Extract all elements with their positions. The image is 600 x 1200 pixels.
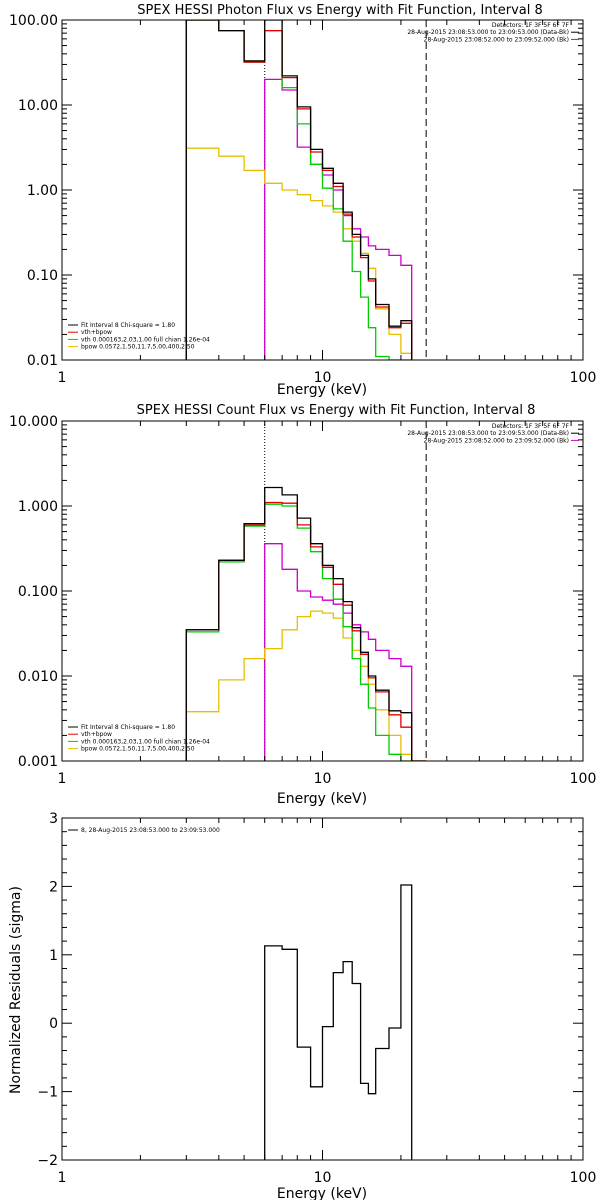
residuals-legend-label: 8, 28-Aug-2015 23:08:53.000 to 23:09:53.… xyxy=(81,827,220,834)
photon-y-tick-label: 1.00 xyxy=(27,183,58,199)
count-series-bk xyxy=(264,543,413,761)
photon-x-tick-label: 1 xyxy=(58,370,67,386)
residuals-y-tick-label: 2 xyxy=(49,879,58,895)
photon-legend-label: Fit Interval 8 Chi-square = 1.80 xyxy=(81,322,175,329)
residuals-plot-area xyxy=(264,884,413,1160)
count-x-tick-label: 1 xyxy=(58,771,67,787)
count-y-tick-label: 10.000 xyxy=(9,414,58,430)
count-info-text: 28-Aug-2015 23:08:53.000 to 23:09:53.000… xyxy=(407,430,569,437)
photon-series-bpow xyxy=(185,147,413,360)
residuals-y-tick-label: −1 xyxy=(37,1085,58,1101)
count-legend-label: bpow 0.0572,1.50,11.7,5.00,400,2.50 xyxy=(81,746,195,753)
count-y-tick-label: 0.100 xyxy=(18,584,58,600)
count-legend-label: Fit Interval 8 Chi-square = 1.80 xyxy=(81,724,175,731)
residuals-y-tick-label: 0 xyxy=(49,1016,58,1032)
residuals-x-tick-label: 100 xyxy=(570,1170,597,1186)
photon-y-tick-label: 0.01 xyxy=(27,353,58,369)
photon-chart-marks: 1 10 100 0.01 0.10 1.00 10.00 100.00 Fit Interva… xyxy=(9,13,596,386)
count-plot-area xyxy=(185,421,427,761)
count-plot-frame xyxy=(61,420,584,762)
residuals-chart-marks: 1 10 100 −2 −1 0 1 2 3 8, 28-Aug-2015 23:08:53.00… xyxy=(37,811,596,1186)
count-chart-marks: 1 10 100 0.001 0.010 0.100 1.000 10.000 Fit Inte… xyxy=(9,414,596,787)
photon-x-tick-label: 100 xyxy=(570,370,597,386)
photon-y-tick-label: 0.10 xyxy=(27,268,58,284)
count-series-vth xyxy=(185,503,412,761)
count-series-total xyxy=(185,486,427,761)
photon-series-total xyxy=(185,20,413,360)
photon-chart-title: SPEX HESSI Photon Flux vs Energy with Fi… xyxy=(137,3,543,18)
count-legend-label: vth+bpow xyxy=(81,731,112,738)
photon-series-bk xyxy=(264,78,413,360)
photon-x-axis-label: Energy (keV) xyxy=(277,382,367,398)
photon-info-text: Detectors: 1F 3F 5F 6F 7F xyxy=(492,22,570,29)
count-series-bpow xyxy=(185,610,427,761)
photon-legend-label: vth+bpow xyxy=(81,329,112,336)
residuals-y-tick-label: −2 xyxy=(37,1153,58,1169)
residuals-y-axis-label: Normalized Residuals (sigma) xyxy=(8,886,24,1094)
count-y-tick-label: 0.010 xyxy=(18,669,58,685)
photon-y-tick-label: 10.00 xyxy=(18,98,58,114)
photon-plot-frame xyxy=(61,19,584,361)
residuals-plot-frame xyxy=(61,817,584,1161)
photon-legend-label: vth 0.000163,2.03,1.00 full chian 1.26e-… xyxy=(81,336,210,343)
photon-y-tick-label: 100.00 xyxy=(9,13,58,29)
photon-info-text: 28-Aug-2015 23:08:53.000 to 23:09:53.000… xyxy=(407,29,569,36)
residuals-series-residuals xyxy=(264,884,413,1160)
residuals-x-tick-label: 1 xyxy=(58,1170,67,1186)
count-y-tick-label: 1.000 xyxy=(18,499,58,515)
count-chart-title: SPEX HESSI Count Flux vs Energy with Fit… xyxy=(137,403,536,418)
count-legend-label: vth 0.000163,2.03,1.00 full chian 1.26e-… xyxy=(81,738,210,745)
photon-info-text: 28-Aug-2015 23:08:52.000 to 23:09:52.000… xyxy=(424,36,569,43)
count-flux-panel: SPEX HESSI Count Flux vs Energy with Fit… xyxy=(9,403,596,807)
count-info-text: Detectors: 1F 3F 5F 6F 7F xyxy=(492,423,570,430)
count-x-axis-label: Energy (keV) xyxy=(277,791,367,807)
photon-plot-area xyxy=(185,20,427,360)
residuals-x-axis-label: Energy (keV) xyxy=(277,1186,367,1200)
residuals-y-tick-label: 3 xyxy=(49,811,58,827)
photon-legend-label: bpow 0.0572,1.50,11.7,5.00,400,2.50 xyxy=(81,344,195,351)
count-info-text: 28-Aug-2015 23:08:52.000 to 23:09:52.000… xyxy=(424,437,569,444)
count-x-tick-label: 10 xyxy=(314,771,332,787)
photon-x-tick-label: 10 xyxy=(314,370,332,386)
count-x-tick-label: 100 xyxy=(570,771,597,787)
residuals-x-tick-label: 10 xyxy=(314,1170,332,1186)
photon-flux-panel: SPEX HESSI Photon Flux vs Energy with Fi… xyxy=(9,3,596,398)
residuals-panel: 1 10 100 −2 −1 0 1 2 3 8, 28-Aug-2015 23:08:53.00… xyxy=(8,811,596,1200)
count-series-fit xyxy=(185,501,427,761)
count-y-tick-label: 0.001 xyxy=(18,754,58,770)
residuals-y-tick-label: 1 xyxy=(49,948,58,964)
